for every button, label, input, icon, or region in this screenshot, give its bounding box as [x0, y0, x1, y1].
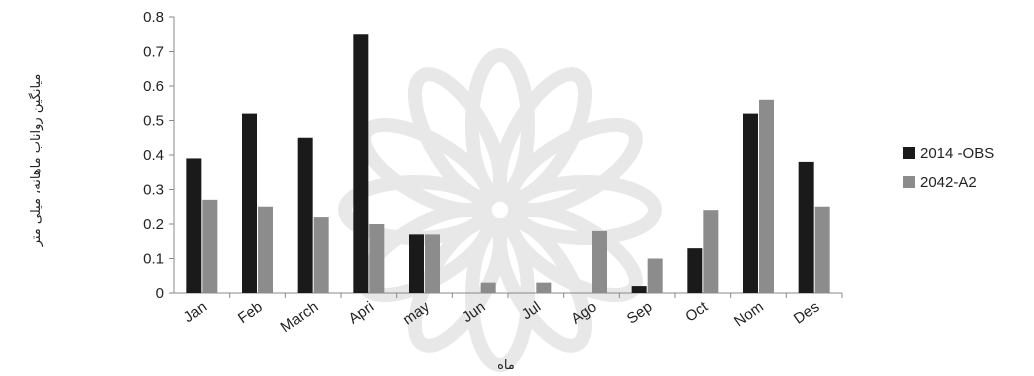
- bar-a2-ago: [592, 230, 607, 293]
- x-tick-label: March: [278, 298, 322, 336]
- y-tick-label: 0.8: [143, 9, 164, 26]
- bar-obs-march: [297, 137, 313, 293]
- bar-a2-sep: [647, 258, 663, 293]
- watermark-petal: [465, 48, 535, 202]
- y-tick-label: 0.5: [143, 113, 164, 130]
- legend-label: 2014 -OBS: [920, 145, 994, 162]
- bar-a2-apri: [369, 224, 385, 293]
- y-axis-title: میانگین رواناب ماهانه، میلی متر: [28, 74, 44, 248]
- bar-obs-apri: [353, 34, 369, 293]
- legend-label: 2042-A2: [920, 174, 977, 191]
- legend: 2014 -OBS 2042-A2: [903, 145, 994, 191]
- bar-obs-feb: [242, 113, 257, 293]
- bar-a2-des: [814, 206, 830, 293]
- bar-a2-nom: [759, 99, 774, 293]
- x-tick-label: Apri: [346, 298, 378, 327]
- x-tick-label: Jan: [181, 298, 211, 326]
- x-tick-label: Ago: [568, 298, 600, 327]
- y-tick-label: 0.1: [143, 251, 164, 268]
- bar-obs-may: [409, 234, 424, 293]
- y-tick-label: 0.3: [143, 182, 164, 199]
- x-tick-label: Oct: [682, 298, 712, 326]
- watermark-petal: [504, 117, 643, 218]
- y-tick-label: 0.7: [143, 44, 164, 61]
- watermark: [338, 48, 662, 372]
- x-axis-title: ماه: [497, 358, 515, 373]
- y-tick-label: 0.2: [143, 216, 164, 233]
- bar-obs-des: [798, 161, 814, 293]
- legend-swatch: [903, 176, 915, 188]
- bar-a2-jan: [202, 199, 218, 293]
- watermark-petal: [407, 67, 508, 206]
- bar-obs-oct: [687, 248, 703, 293]
- x-tick-label: Nom: [731, 298, 767, 330]
- y-tick-label: 0.4: [143, 147, 164, 164]
- watermark-petal: [465, 218, 535, 372]
- x-tick-label: Sep: [624, 298, 656, 327]
- bar-a2-jul: [536, 282, 552, 293]
- bar-obs-jan: [186, 158, 202, 293]
- legend-swatch: [903, 147, 915, 159]
- watermark-petal: [492, 67, 593, 206]
- bar-a2-feb: [258, 206, 273, 293]
- bar-a2-march: [313, 217, 329, 293]
- bar-obs-nom: [743, 113, 758, 293]
- plot-area: 0 0.1 0.2 0.3 0.4 0.5 0.6 0.7 0.8 Jan Feb March Apri…: [143, 9, 843, 336]
- y-tick-label: 0: [156, 285, 164, 302]
- watermark-petal: [492, 214, 593, 353]
- x-tick-label: Des: [791, 298, 823, 327]
- bar-a2-jun: [480, 282, 496, 293]
- x-tick-label: Feb: [235, 298, 266, 327]
- bar-a2-may: [425, 234, 440, 293]
- y-tick-label: 0.6: [143, 78, 164, 95]
- bar-a2-oct: [703, 210, 719, 293]
- bar-obs-sep: [631, 286, 647, 293]
- watermark-petal: [508, 175, 662, 245]
